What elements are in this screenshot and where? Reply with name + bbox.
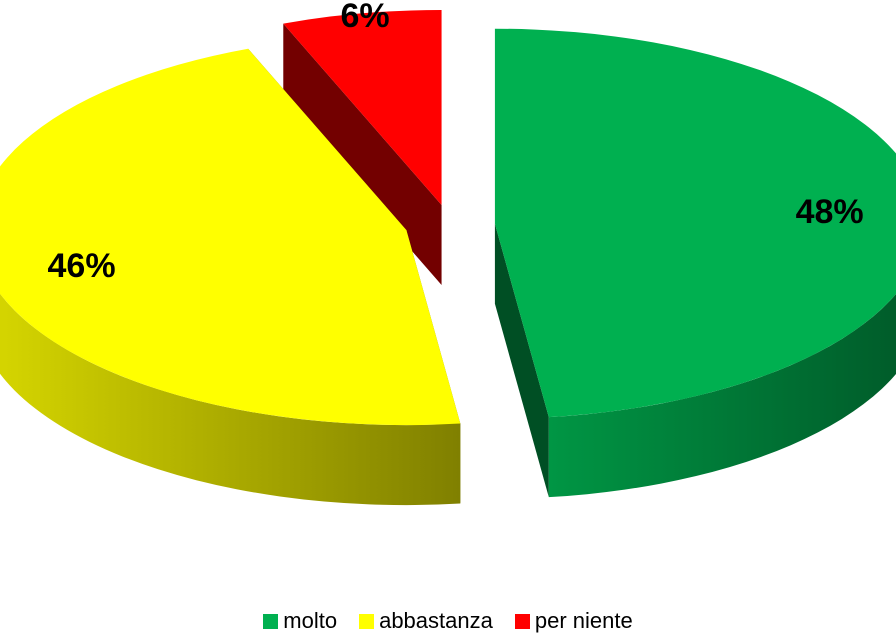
slice-top [0, 48, 461, 426]
slice-top [494, 28, 896, 418]
legend-swatch [359, 613, 375, 629]
legend: molto abbastanza per niente [0, 608, 896, 634]
slice-wall [548, 293, 896, 498]
legend-label: abbastanza [379, 608, 493, 633]
slice-wall [0, 293, 461, 506]
data-label: 48% [796, 193, 864, 231]
legend-swatch [263, 613, 279, 629]
legend-item: molto [263, 608, 337, 634]
legend-item: per niente [514, 608, 633, 634]
chart: 6% 48% 46% [0, 0, 896, 506]
slice-top [283, 9, 442, 205]
slice [494, 28, 896, 498]
legend-swatch [514, 613, 530, 629]
slice [0, 48, 461, 506]
slice [283, 9, 442, 285]
data-label: 6% [340, 0, 389, 35]
slice-side [494, 223, 549, 498]
data-label: 46% [48, 247, 116, 285]
legend-label: per niente [534, 608, 633, 633]
slice-side [283, 23, 442, 285]
legend-label: molto [283, 608, 338, 633]
legend-item: abbastanza [359, 608, 493, 634]
